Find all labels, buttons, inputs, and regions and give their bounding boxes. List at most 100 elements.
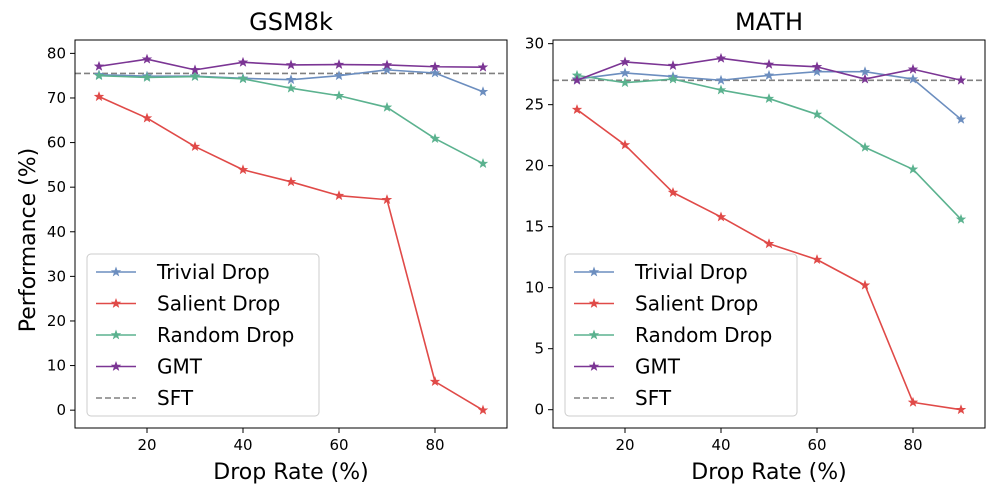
legend-label-salient: Salient Drop xyxy=(635,292,758,316)
gmt-point xyxy=(285,59,297,70)
legend-marker-trivial xyxy=(110,266,122,277)
gmt-point xyxy=(619,56,631,67)
legend: Trivial Drop Salient Drop Random Drop GMT SF… xyxy=(564,253,798,417)
legend-box xyxy=(86,253,320,417)
y-tick-label: 30 xyxy=(47,267,66,285)
gmt-point xyxy=(141,53,153,64)
trivial-point xyxy=(429,67,441,78)
salient-point xyxy=(571,104,583,114)
x-axis-label: Drop Rate (%) xyxy=(213,460,368,485)
random-point xyxy=(907,163,919,174)
trivial-point xyxy=(619,67,631,78)
legend-marker-random xyxy=(588,329,600,340)
random-point xyxy=(141,71,153,82)
plot-frame xyxy=(74,39,508,429)
legend-label-random: Random Drop xyxy=(157,323,294,347)
legend-label-gmt: GMT xyxy=(635,355,681,379)
trivial-point xyxy=(477,86,489,97)
salient-point xyxy=(859,279,871,290)
gmt-point xyxy=(381,59,393,70)
y-tick-label: 25 xyxy=(525,96,544,114)
salient-point xyxy=(141,112,153,123)
legend-marker-salient xyxy=(588,298,600,308)
salient-point xyxy=(619,139,631,150)
legend-label-sft: SFT xyxy=(635,386,672,410)
legend-label-random: Random Drop xyxy=(635,323,772,347)
trivial-point xyxy=(715,74,727,85)
salient-point xyxy=(381,194,393,205)
random-point xyxy=(477,158,489,168)
legend: Trivial Drop Salient Drop Random Drop GMT SF… xyxy=(86,253,320,417)
x-tick-label: 60 xyxy=(329,436,348,454)
gmt-point xyxy=(571,74,583,85)
y-tick-label: 5 xyxy=(534,340,544,358)
legend-marker-salient xyxy=(110,298,122,308)
salient-point xyxy=(429,376,441,387)
y-tick-label: 70 xyxy=(47,89,66,107)
gmt-point xyxy=(189,64,201,75)
x-tick-label: 40 xyxy=(233,436,252,454)
trivial-point xyxy=(381,64,393,75)
gmt-point xyxy=(477,61,489,72)
random-point xyxy=(189,71,201,81)
random-point xyxy=(619,77,631,88)
random-point xyxy=(955,213,967,224)
legend-box xyxy=(564,253,798,417)
salient-point xyxy=(93,91,105,102)
random-point xyxy=(763,93,775,103)
gmt-point xyxy=(907,63,919,74)
random-point xyxy=(811,108,823,119)
legend-label-trivial: Trivial Drop xyxy=(634,260,748,284)
y-axis-label: Performance (%) xyxy=(16,148,41,332)
gmt-point xyxy=(955,74,967,85)
x-tick-label: 80 xyxy=(903,436,922,454)
gmt-point xyxy=(715,52,727,63)
salient-point xyxy=(189,141,201,152)
y-tick-label: 50 xyxy=(47,178,66,196)
x-tick-label: 60 xyxy=(807,436,826,454)
legend-marker-gmt xyxy=(110,361,122,371)
trivial-point xyxy=(285,74,297,85)
x-tick-label: 20 xyxy=(137,436,156,454)
x-tick-label: 40 xyxy=(711,436,730,454)
trivial-point xyxy=(955,113,967,124)
random-point xyxy=(667,73,679,84)
trivial-point xyxy=(763,69,775,80)
x-tick-label: 20 xyxy=(615,436,634,454)
gmt-point xyxy=(237,56,249,67)
random-point xyxy=(93,70,105,81)
chart-math: MATH Drop Rate (%) 20 40 60 80 0 5 10 15 20 25 30 Tri… xyxy=(525,8,986,485)
chart-gsm8k: GSM8k Drop Rate (%) 20 40 60 80 0 10 20 30 40 50 60 7… xyxy=(47,8,508,485)
y-tick-label: 60 xyxy=(47,134,66,152)
salient-point xyxy=(955,404,967,415)
y-tick-label: 0 xyxy=(56,401,66,419)
gmt-point xyxy=(93,60,105,71)
salient-point xyxy=(237,164,249,175)
plot-frame xyxy=(552,39,986,429)
y-tick-label: 30 xyxy=(525,35,544,53)
gmt-point xyxy=(811,61,823,72)
trivial-point xyxy=(907,73,919,84)
legend-label-sft: SFT xyxy=(157,386,194,410)
salient-point xyxy=(811,254,823,265)
random-point xyxy=(859,141,871,152)
y-tick-label: 15 xyxy=(525,218,544,236)
chart-title: GSM8k xyxy=(249,8,333,36)
legend-label-salient: Salient Drop xyxy=(157,292,280,316)
legend-label-gmt: GMT xyxy=(157,355,203,379)
gmt-point xyxy=(333,59,345,69)
legend-label-trivial: Trivial Drop xyxy=(156,260,270,284)
random-point xyxy=(715,84,727,95)
salient-point xyxy=(907,396,919,407)
random-point xyxy=(237,73,249,84)
trivial-point xyxy=(333,70,345,81)
gmt-point xyxy=(429,61,441,72)
x-axis-label: Drop Rate (%) xyxy=(691,460,846,485)
legend-marker-trivial xyxy=(588,266,600,277)
salient-point xyxy=(285,176,297,187)
random-point xyxy=(333,90,345,101)
x-tick-label: 80 xyxy=(425,436,444,454)
salient-point xyxy=(333,190,345,201)
legend-marker-gmt xyxy=(588,361,600,371)
